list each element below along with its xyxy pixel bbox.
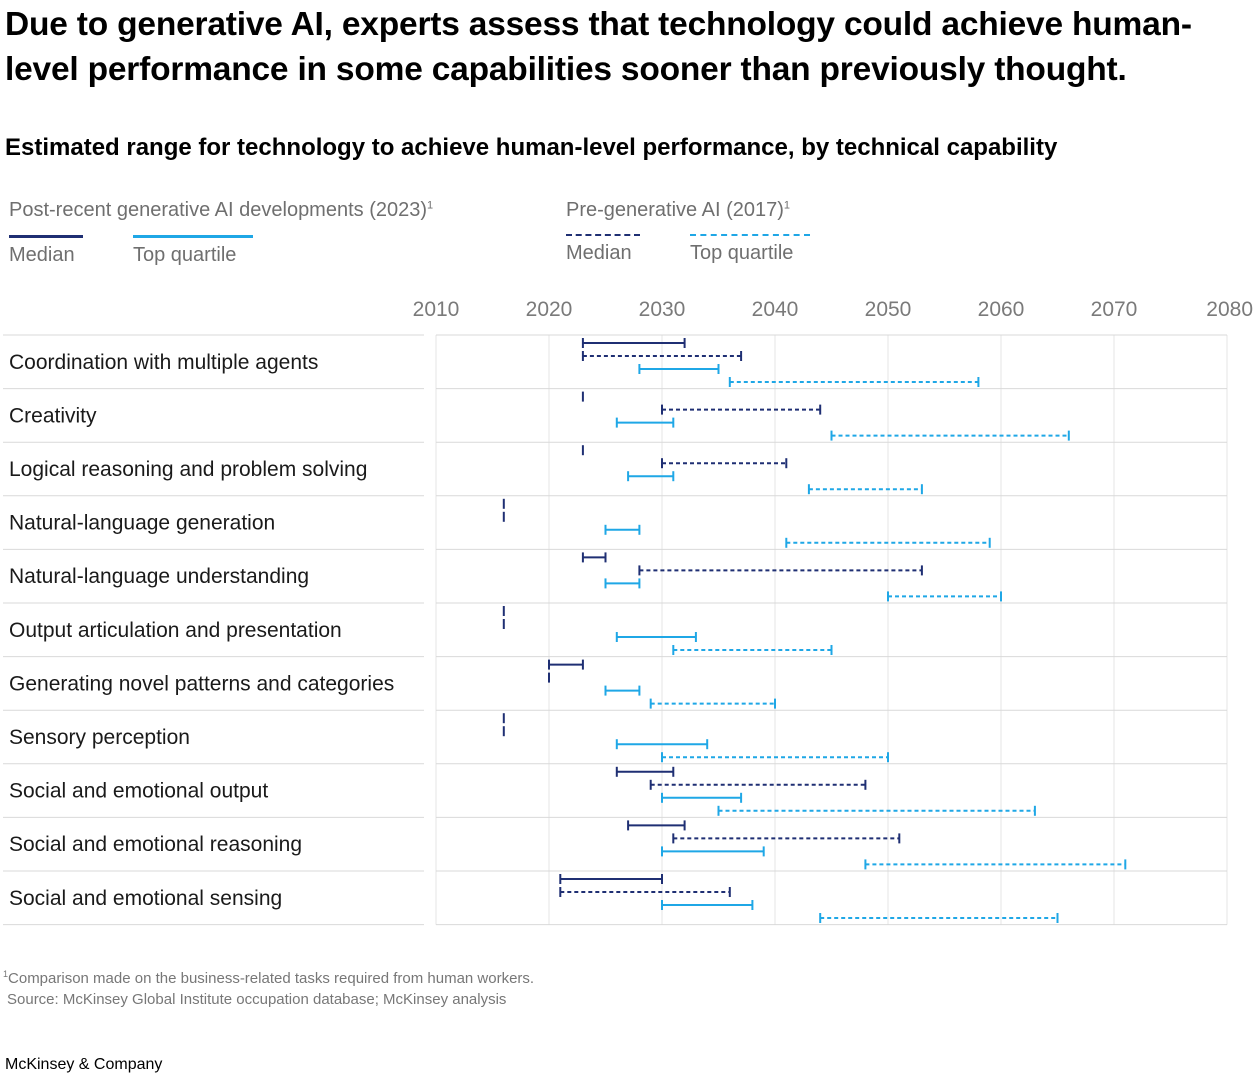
footnote-marker: 1	[3, 969, 9, 979]
brand-logo-text: McKinsey & Company	[5, 1056, 163, 1073]
x-tick-label: 2040	[752, 298, 799, 321]
legend-group-pre-label: Pre-generative AI (2017)	[566, 199, 784, 221]
legend-group-post: Post-recent generative AI developments (…	[9, 199, 433, 222]
legend-swatch-pre-top-quartile	[690, 234, 810, 236]
legend-post-median: Median	[9, 235, 139, 267]
category-label: Natural-language understanding	[9, 565, 309, 588]
legend-group-pre-footnote-marker: 1	[783, 199, 791, 212]
legend-swatch-post-median	[9, 235, 83, 238]
x-tick-label: 2070	[1091, 298, 1138, 321]
category-label: Natural-language generation	[9, 512, 275, 535]
category-label: Social and emotional reasoning	[9, 833, 302, 856]
legend-group-post-footnote-marker: 1	[427, 199, 434, 212]
legend-swatch-post-top-quartile	[133, 235, 253, 238]
footnote-note: Comparison made on the business-related …	[8, 970, 535, 987]
x-tick-label: 2060	[978, 298, 1025, 321]
legend-label-post-top-quartile: Top quartile	[133, 244, 237, 266]
legend-group-pre: Pre-generative AI (2017)1	[566, 199, 790, 222]
legend-swatch-pre-median	[566, 234, 640, 236]
x-tick-label: 2020	[526, 298, 573, 321]
footnote-note-line: 1Comparison made on the business-related…	[3, 964, 534, 989]
category-label: Social and emotional output	[9, 780, 268, 803]
category-label: Social and emotional sensing	[9, 887, 282, 910]
footnote-source: Source: McKinsey Global Institute occupa…	[7, 991, 507, 1008]
category-label: Generating novel patterns and categories	[9, 672, 394, 695]
chart-subtitle: Estimated range for technology to achiev…	[5, 134, 1058, 161]
category-label: Output articulation and presentation	[9, 619, 342, 642]
category-label: Coordination with multiple agents	[9, 351, 318, 374]
category-label: Sensory perception	[9, 726, 190, 749]
chart-title: Due to generative AI, experts assess tha…	[5, 6, 1192, 88]
legend-label-post-median: Median	[9, 244, 75, 266]
range-chart: 2010 2020 2030 2040 2050 2060 2070 2080 Coordina…	[3, 298, 1253, 926]
legend-label-pre-median: Median	[566, 242, 632, 264]
x-tick-label: 2050	[865, 298, 912, 321]
category-label: Creativity	[9, 404, 97, 427]
legend-label-pre-top-quartile: Top quartile	[690, 242, 794, 264]
category-label: Logical reasoning and problem solving	[9, 458, 367, 481]
footnote: 1Comparison made on the business-related…	[3, 964, 534, 1010]
legend-post-top-quartile: Top quartile	[133, 235, 263, 267]
x-tick-label: 2010	[413, 298, 460, 321]
legend-pre-top-quartile: Top quartile	[690, 234, 820, 265]
legend-pre-median: Median	[566, 234, 696, 265]
x-tick-label: 2080	[1206, 298, 1253, 321]
x-tick-label: 2030	[639, 298, 686, 321]
legend-group-post-label: Post-recent generative AI developments (…	[9, 199, 428, 221]
